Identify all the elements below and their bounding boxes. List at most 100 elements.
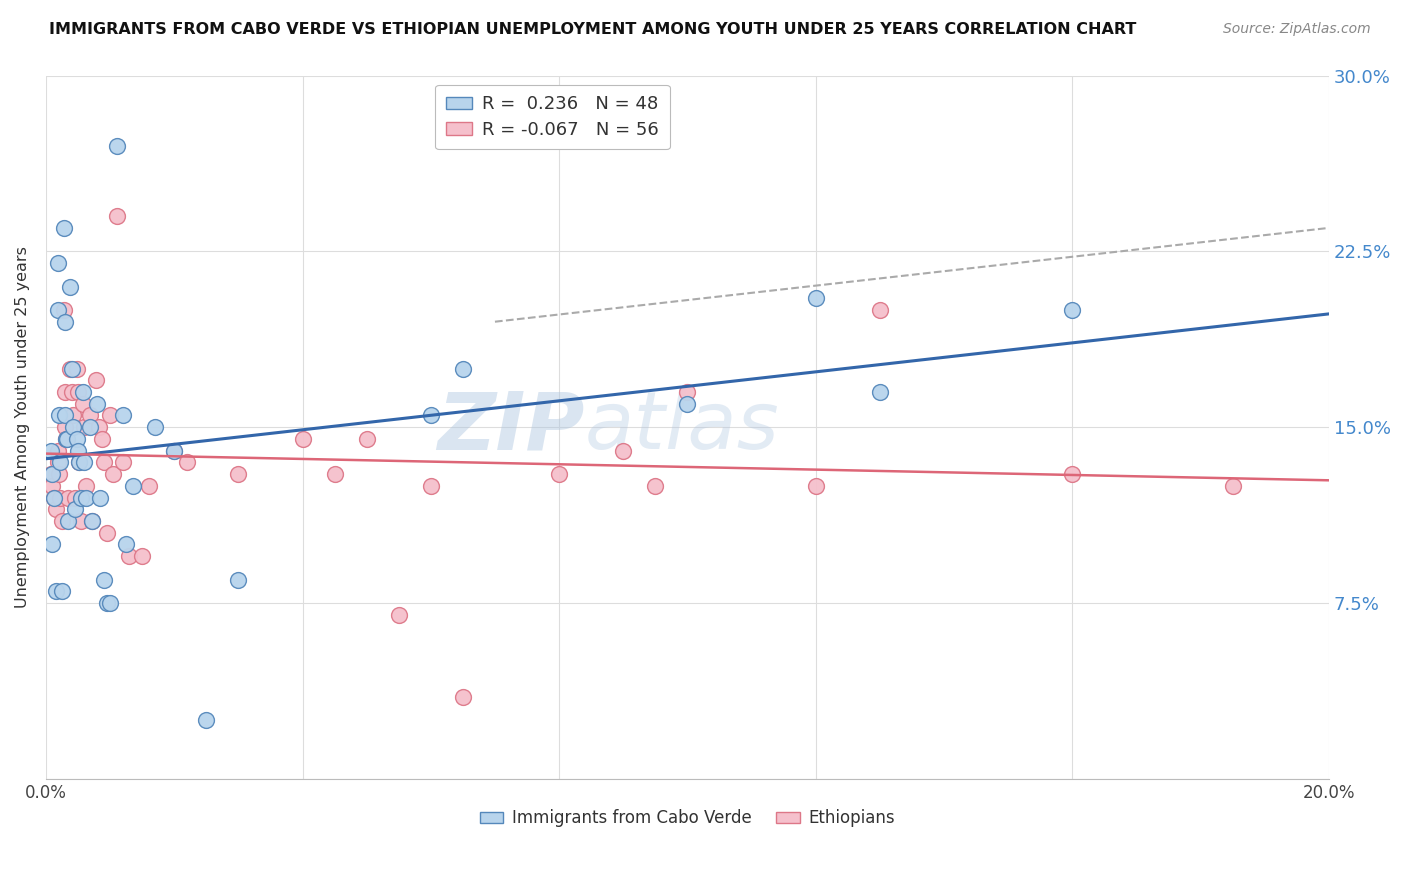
- Point: [869, 385, 891, 400]
- Point: [419, 479, 441, 493]
- Point: [53, 315, 76, 329]
- Point: [163, 443, 186, 458]
- Point: [73, 420, 96, 434]
- Point: [55, 432, 77, 446]
- Text: Source: ZipAtlas.com: Source: ZipAtlas.com: [1223, 22, 1371, 37]
- Point: [49, 491, 72, 505]
- Point: [676, 385, 699, 400]
- Point: [82, 514, 104, 528]
- Point: [548, 467, 571, 482]
- Point: [804, 479, 827, 493]
- Point: [98, 409, 121, 423]
- Point: [72, 397, 94, 411]
- Text: ZIP: ZIP: [437, 388, 585, 467]
- Point: [388, 607, 411, 622]
- Point: [228, 467, 250, 482]
- Point: [323, 467, 346, 482]
- Point: [1222, 479, 1244, 493]
- Point: [39, 467, 62, 482]
- Point: [86, 397, 108, 411]
- Point: [84, 373, 107, 387]
- Point: [67, 385, 90, 400]
- Point: [62, 420, 84, 434]
- Point: [131, 549, 153, 564]
- Text: IMMIGRANTS FROM CABO VERDE VS ETHIOPIAN UNEMPLOYMENT AMONG YOUTH UNDER 25 YEARS : IMMIGRANTS FROM CABO VERDE VS ETHIOPIAN …: [49, 22, 1136, 37]
- Point: [59, 279, 82, 293]
- Point: [70, 514, 93, 528]
- Point: [451, 690, 474, 704]
- Point: [58, 491, 80, 505]
- Point: [75, 479, 97, 493]
- Point: [612, 443, 634, 458]
- Point: [356, 432, 378, 446]
- Point: [56, 432, 79, 446]
- Point: [419, 409, 441, 423]
- Point: [98, 596, 121, 610]
- Point: [121, 479, 143, 493]
- Point: [42, 491, 65, 505]
- Point: [804, 291, 827, 305]
- Point: [52, 221, 75, 235]
- Point: [91, 432, 114, 446]
- Point: [41, 467, 63, 482]
- Point: [93, 455, 115, 469]
- Point: [48, 409, 70, 423]
- Point: [41, 479, 63, 493]
- Point: [53, 420, 76, 434]
- Point: [66, 432, 89, 446]
- Point: [51, 514, 73, 528]
- Point: [111, 409, 134, 423]
- Point: [51, 584, 73, 599]
- Point: [63, 491, 86, 505]
- Point: [41, 537, 63, 551]
- Point: [138, 479, 160, 493]
- Point: [45, 502, 67, 516]
- Point: [676, 397, 699, 411]
- Point: [115, 537, 138, 551]
- Point: [73, 455, 96, 469]
- Point: [55, 432, 77, 446]
- Point: [82, 514, 104, 528]
- Point: [93, 573, 115, 587]
- Point: [63, 502, 86, 516]
- Point: [60, 361, 83, 376]
- Point: [1062, 303, 1084, 318]
- Point: [62, 409, 84, 423]
- Point: [195, 714, 218, 728]
- Point: [118, 549, 141, 564]
- Point: [58, 514, 80, 528]
- Legend: Immigrants from Cabo Verde, Ethiopians: Immigrants from Cabo Verde, Ethiopians: [474, 803, 901, 834]
- Point: [79, 420, 101, 434]
- Point: [143, 420, 166, 434]
- Point: [79, 409, 101, 423]
- Point: [67, 443, 90, 458]
- Point: [45, 584, 67, 599]
- Point: [1062, 467, 1084, 482]
- Point: [96, 525, 118, 540]
- Point: [59, 361, 82, 376]
- Point: [451, 361, 474, 376]
- Point: [49, 455, 72, 469]
- Point: [70, 491, 93, 505]
- Point: [96, 596, 118, 610]
- Point: [52, 303, 75, 318]
- Point: [72, 385, 94, 400]
- Point: [67, 455, 90, 469]
- Point: [163, 443, 186, 458]
- Point: [103, 467, 125, 482]
- Point: [46, 256, 69, 270]
- Point: [89, 491, 111, 505]
- Point: [869, 303, 891, 318]
- Point: [87, 420, 110, 434]
- Text: atlas: atlas: [585, 388, 779, 467]
- Point: [111, 455, 134, 469]
- Point: [46, 455, 69, 469]
- Point: [60, 385, 83, 400]
- Point: [75, 491, 97, 505]
- Y-axis label: Unemployment Among Youth under 25 years: Unemployment Among Youth under 25 years: [15, 246, 30, 608]
- Point: [66, 361, 89, 376]
- Point: [42, 491, 65, 505]
- Point: [228, 573, 250, 587]
- Point: [53, 409, 76, 423]
- Point: [291, 432, 314, 446]
